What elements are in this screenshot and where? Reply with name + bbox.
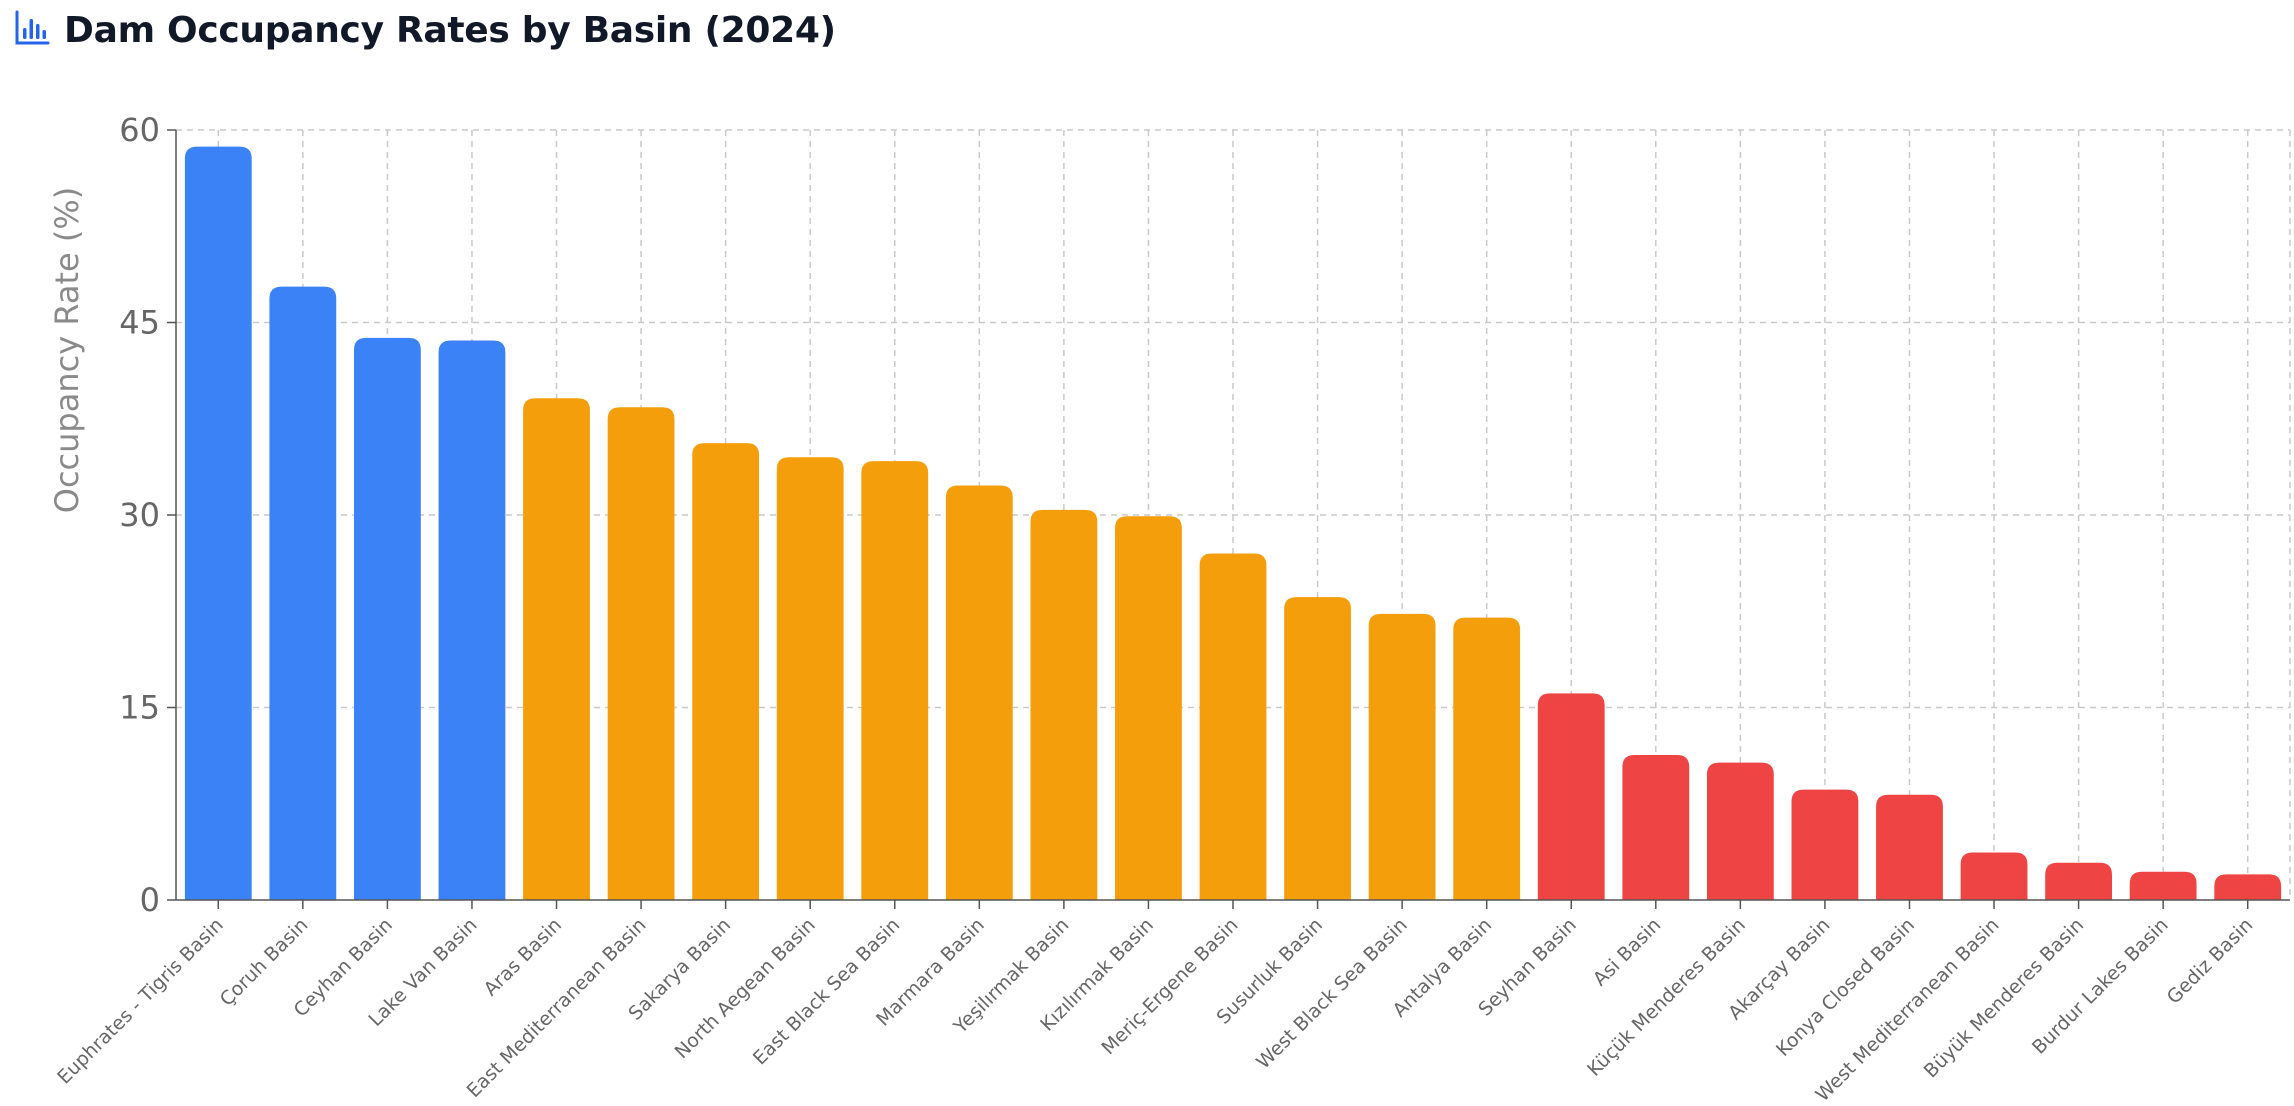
y-tick-labels: 0 15 30 45 60 xyxy=(119,111,160,919)
bar[interactable] xyxy=(607,407,675,900)
x-tick-label: Asi Basin xyxy=(1589,914,1665,990)
bar[interactable] xyxy=(2129,871,2197,900)
bar[interactable] xyxy=(2214,874,2282,900)
bar[interactable] xyxy=(1791,789,1859,900)
x-tick-label: West Mediterranean Basin xyxy=(1812,914,2004,1106)
bar[interactable] xyxy=(184,146,252,900)
bar-chart-icon xyxy=(14,10,50,50)
chart-title: Dam Occupancy Rates by Basin (2024) xyxy=(64,9,836,51)
y-tick-label: 60 xyxy=(119,111,160,149)
x-tick-label: West Black Sea Basin xyxy=(1252,914,1411,1073)
y-tick-label: 45 xyxy=(119,304,160,342)
bar[interactable] xyxy=(861,461,929,900)
y-axis-label: Occupancy Rate (%) xyxy=(48,187,86,513)
x-tick-label: Meriç-Ergene Basin xyxy=(1097,914,1242,1059)
bar[interactable] xyxy=(1537,693,1605,900)
bar[interactable] xyxy=(1030,509,1098,900)
y-tick-label: 0 xyxy=(140,881,160,919)
chart-title-bar: Dam Occupancy Rates by Basin (2024) xyxy=(14,6,836,54)
bar[interactable] xyxy=(1199,553,1267,901)
y-tick-label: 30 xyxy=(119,496,160,534)
x-tick-label: Aras Basin xyxy=(480,914,566,1000)
bar[interactable] xyxy=(269,286,337,901)
bar[interactable] xyxy=(1960,852,2028,900)
bar[interactable] xyxy=(1622,754,1690,900)
bar[interactable] xyxy=(692,443,760,900)
bar[interactable] xyxy=(523,398,590,900)
y-tick-label: 15 xyxy=(119,689,160,727)
x-tick-label: North Aegean Basin xyxy=(671,914,820,1063)
bar[interactable] xyxy=(1284,597,1351,900)
x-tick-label: East Black Sea Basin xyxy=(749,914,904,1069)
x-tick-label: East Mediterranean Basin xyxy=(463,914,651,1102)
bar[interactable] xyxy=(1876,794,1943,900)
x-tick-label: Büyük Menderes Basin xyxy=(1920,914,2088,1082)
bar[interactable] xyxy=(1706,762,1774,900)
bars xyxy=(184,146,2282,901)
bar[interactable] xyxy=(1115,516,1182,900)
x-tick-label: Küçük Menderes Basin xyxy=(1583,914,1750,1081)
bar[interactable] xyxy=(945,485,1013,900)
bar[interactable] xyxy=(2045,862,2113,900)
bar[interactable] xyxy=(438,340,506,900)
axes xyxy=(167,129,2290,909)
x-tick-label: Konya Closed Basin xyxy=(1772,914,1919,1061)
x-tick-label: Euphrates - Tigris Basin xyxy=(53,914,228,1089)
bar[interactable] xyxy=(776,457,844,900)
x-tick-label: Gediz Basin xyxy=(2163,914,2258,1009)
bar[interactable] xyxy=(1453,617,1521,900)
bar[interactable] xyxy=(353,337,421,900)
bar[interactable] xyxy=(1368,613,1436,900)
